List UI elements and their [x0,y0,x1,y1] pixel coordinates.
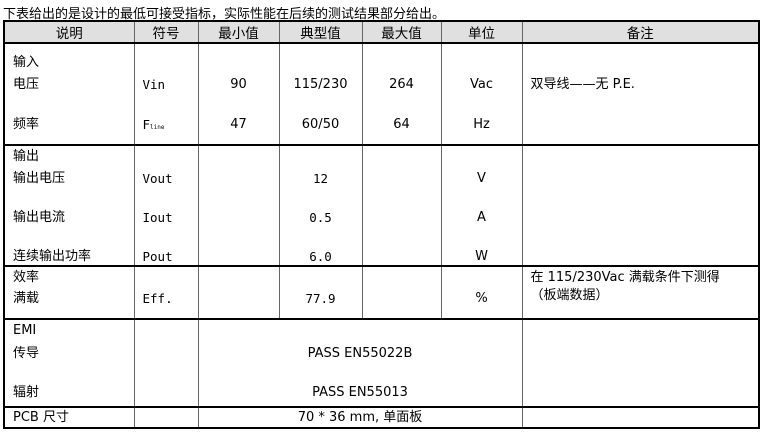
efficiency-section: 效率满载 Eff. 77.9 % 在 115/230Vac 满载条件下测得 （板端… [3,265,760,320]
label: 连续输出功率 [13,249,92,264]
unit: W [475,249,488,264]
symbol: Iout [142,210,173,225]
header-note: 备注 [521,20,760,44]
label: 辐射 [13,385,40,400]
header-description: 说明 [3,20,135,44]
output-section: 输出输出电压输出电流连续输出功率 Vout Iout Pout 12 0.5 6.0 V… [3,144,760,267]
header-max: 最大值 [361,20,442,44]
note: 在 115/230Vac 满载条件下测得 [530,270,720,285]
unit: V [477,171,486,186]
label: PCB 尺寸 [13,410,69,425]
spec-table: 说明 符号 最小值 典型值 最大值 单位 备注 输入 电压 频率 Vin Fline … [3,20,760,429]
value: 64 [393,117,410,132]
value: PASS EN55022B [307,346,413,361]
value: 6.0 [309,249,332,264]
value: 90 [230,77,247,92]
value: 12 [312,171,329,186]
value: 264 [389,77,414,92]
symbol: Fline [142,117,165,132]
header-symbol: 符号 [133,20,199,44]
label: 传导 [13,346,40,361]
section-title: 输出 [13,149,40,164]
symbol: Pout [142,249,173,264]
value: 115/230 [293,77,348,92]
symbol: Eff. [142,291,173,306]
label: 频率 [13,117,40,132]
symbol: Vout [142,171,173,186]
header-unit: 单位 [440,20,523,44]
unit: Hz [473,117,490,132]
header-row: 说明 符号 最小值 典型值 最大值 单位 备注 [3,20,760,44]
label: 满载 [13,291,40,306]
input-section: 输入 电压 频率 Vin Fline 90 47 115/230 60/50 264 64 … [3,42,760,146]
header-typ: 典型值 [278,20,363,44]
label: 输出电流 [13,210,66,225]
section-title: 输入 [13,55,40,70]
unit: A [477,210,486,225]
pcb-row: PCB 尺寸 70 * 36 mm, 单面板 [3,406,760,429]
label: 电压 [13,77,40,92]
value: 77.9 [305,291,336,306]
value: 47 [230,117,247,132]
unit: % [475,291,488,306]
value: PASS EN55013 [312,385,408,400]
section-title: EMI [13,323,37,338]
unit: Vac [470,77,493,92]
value: 60/50 [301,117,340,132]
value: 70 * 36 mm, 单面板 [297,410,423,425]
note: （板端数据） [530,288,609,303]
note: 双导线——无 P.E. [530,77,635,92]
emi-section: EMI 传导辐射 PASS EN55022B PASS EN55013 [3,318,760,408]
label: 输出电压 [13,171,66,186]
symbol: Vin [142,77,166,92]
value: 0.5 [309,210,332,225]
section-title: 效率 [13,270,40,285]
intro-text: 下表给出的是设计的最低可接受指标，实际性能在后续的测试结果部分给出。 [3,7,446,22]
header-min: 最小值 [197,20,280,44]
